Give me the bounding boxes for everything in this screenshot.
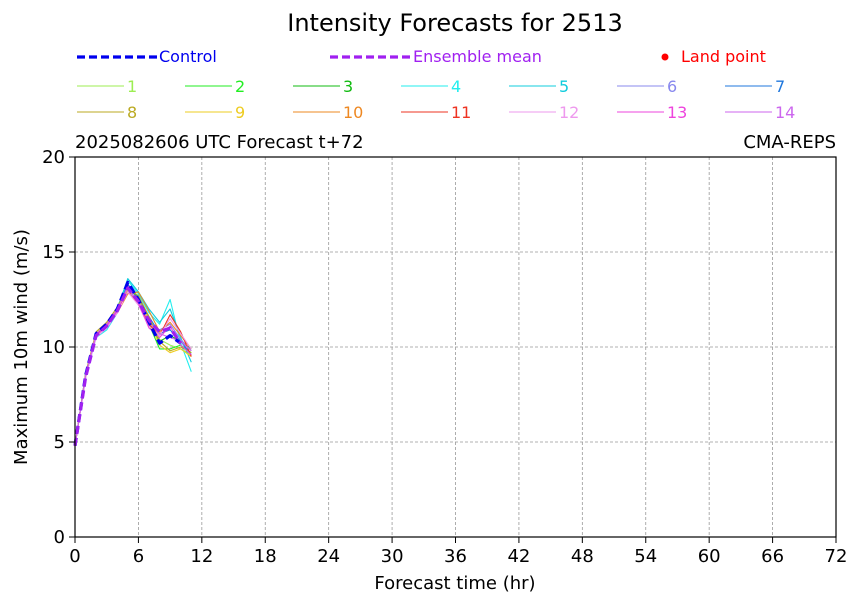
series-line-control xyxy=(73,280,182,447)
legend-member-label: 7 xyxy=(775,77,785,96)
x-tick-label: 48 xyxy=(571,546,594,567)
series-line-8 xyxy=(74,287,192,446)
x-tick-label: 42 xyxy=(507,546,530,567)
legend-land-point-marker xyxy=(661,53,669,61)
series-line-7 xyxy=(74,283,192,446)
legend-member-label: 10 xyxy=(343,103,363,122)
x-tick-label: 60 xyxy=(698,546,721,567)
series-line-3 xyxy=(74,283,192,446)
legend-member-label: 8 xyxy=(127,103,137,122)
forecast-run-label: 2025082606 UTC Forecast t+72 xyxy=(75,132,364,153)
x-tick-label: 54 xyxy=(634,546,657,567)
series-line-1 xyxy=(74,285,192,446)
legend-member-label: 3 xyxy=(343,77,353,96)
series-line-ensemble-mean xyxy=(73,286,183,447)
series-line-13 xyxy=(74,285,192,446)
series-line-5 xyxy=(74,278,192,446)
legend-member-label: 5 xyxy=(559,77,569,96)
x-tick-label: 12 xyxy=(190,546,213,567)
y-tick-label: 15 xyxy=(42,242,65,263)
x-axis-label: Forecast time (hr) xyxy=(374,573,535,594)
series-line-2 xyxy=(74,287,192,446)
x-tick-label: 72 xyxy=(825,546,848,567)
x-tick-label: 0 xyxy=(69,546,80,567)
series-line-14 xyxy=(74,287,192,446)
legend-member-label: 1 xyxy=(127,77,137,96)
legend-member-label: 9 xyxy=(235,103,245,122)
series-line-4 xyxy=(74,279,192,446)
x-tick-label: 24 xyxy=(317,546,340,567)
legend-member-label: 12 xyxy=(559,103,579,122)
series-layer xyxy=(73,278,192,447)
legend-control-label: Control xyxy=(159,47,217,66)
legend-member-label: 2 xyxy=(235,77,245,96)
y-tick-label: 10 xyxy=(42,337,65,358)
legend-mean-label: Ensemble mean xyxy=(413,47,542,66)
legend-land-point-label: Land point xyxy=(681,47,766,66)
legend-member-label: 14 xyxy=(775,103,795,122)
x-tick-label: 66 xyxy=(761,546,784,567)
y-tick-label: 20 xyxy=(42,147,65,168)
chart-title: Intensity Forecasts for 2513 xyxy=(287,9,622,37)
x-tick-label: 36 xyxy=(444,546,467,567)
x-tick-label: 30 xyxy=(381,546,404,567)
legend-member-label: 6 xyxy=(667,77,677,96)
grid xyxy=(75,157,836,537)
x-tick-label: 18 xyxy=(254,546,277,567)
axis-ticks: 0 6 12 18 24 30 36 42 48 54 60 66 72 0 5 10 15 20 xyxy=(42,147,847,567)
legend-member-label: 11 xyxy=(451,103,471,122)
y-axis-label: Maximum 10m wind (m/s) xyxy=(11,229,32,465)
model-label: CMA-REPS xyxy=(743,132,836,153)
legend-member-label: 4 xyxy=(451,77,461,96)
legend-member-label: 13 xyxy=(667,103,687,122)
y-tick-label: 5 xyxy=(54,432,65,453)
y-tick-label: 0 xyxy=(54,527,65,548)
x-tick-label: 6 xyxy=(133,546,144,567)
